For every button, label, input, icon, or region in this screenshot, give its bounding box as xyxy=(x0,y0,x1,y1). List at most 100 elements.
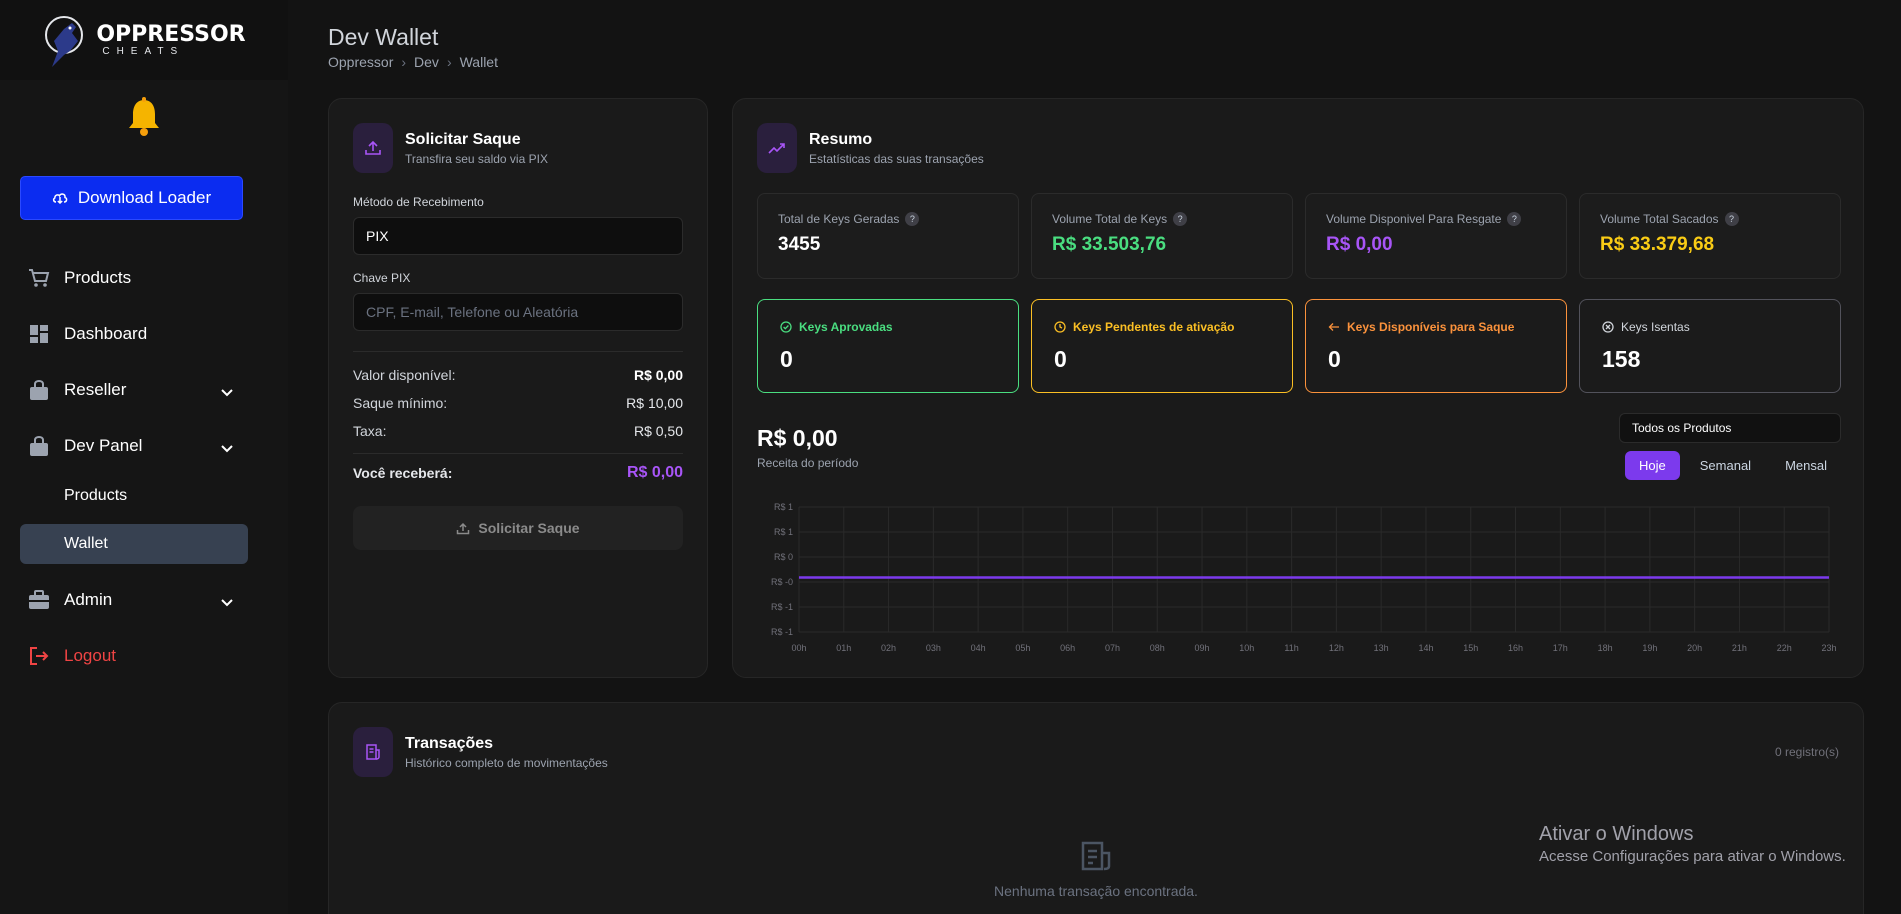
withdraw-title: Solicitar Saque xyxy=(405,130,521,148)
sidebar-item-label: Dev Panel xyxy=(64,436,143,455)
stat-label: Volume Disponivel Para Resgate xyxy=(1326,212,1502,226)
arrow-left-icon xyxy=(1328,323,1339,331)
x-circle-icon xyxy=(1602,321,1614,333)
key-box-label: Keys Isentas xyxy=(1621,320,1690,334)
revenue-chart: R$ 1 R$ 1 R$ 0 R$ -0 R$ -1 R$ -1 00h 01h 02h 03h 0… xyxy=(771,502,1837,653)
y-tick-label: R$ -0 xyxy=(771,577,793,587)
logo[interactable]: OPPRESSOR CHEATS xyxy=(0,0,288,80)
tab-weekly[interactable]: Semanal xyxy=(1699,458,1752,473)
sidebar-item-label: Logout xyxy=(64,646,116,665)
x-tick-label: 01h xyxy=(836,643,851,653)
x-tick-label: 18h xyxy=(1598,643,1613,653)
tab-today[interactable]: Hoje xyxy=(1625,451,1680,480)
dev-panel-submenu: Products Wallet xyxy=(20,476,248,564)
page-title: Dev Wallet xyxy=(328,24,439,50)
sidebar-nav: Products Dashboard Reseller Dev Panel Pr… xyxy=(20,250,248,684)
x-tick-label: 12h xyxy=(1329,643,1344,653)
help-icon[interactable]: ? xyxy=(1507,212,1522,226)
receipt-icon xyxy=(1081,841,1111,871)
sidebar-subitem-wallet[interactable]: Wallet xyxy=(20,524,248,564)
logout-icon xyxy=(28,645,50,667)
sidebar-item-dev-panel[interactable]: Dev Panel xyxy=(20,418,248,474)
withdraw-subtitle: Transfira seu saldo via PIX xyxy=(405,151,548,166)
sidebar-item-label: Reseller xyxy=(64,380,127,399)
sidebar-item-label: Dashboard xyxy=(64,324,148,343)
sidebar-item-logout[interactable]: Logout xyxy=(20,628,248,684)
stat-value: R$ 0,00 xyxy=(1326,234,1393,255)
sidebar-item-dashboard[interactable]: Dashboard xyxy=(20,306,248,362)
fee-row: Taxa: R$ 0,50 xyxy=(353,423,683,439)
transactions-card: Transações Histórico completo de movimen… xyxy=(328,702,1864,914)
revenue-label: Receita do período xyxy=(757,456,859,470)
keys-exempt-box: Keys Isentas 158 xyxy=(1579,299,1841,393)
sidebar-item-products[interactable]: Products xyxy=(20,250,248,306)
product-filter-select[interactable]: Todos os Produtos xyxy=(1619,413,1841,443)
key-box-value: 158 xyxy=(1602,346,1641,372)
breadcrumb-item[interactable]: Dev xyxy=(414,54,439,70)
fee-value: R$ 0,50 xyxy=(633,423,683,439)
breadcrumb-item[interactable]: Oppressor xyxy=(328,54,394,70)
breadcrumb-separator: › xyxy=(446,54,452,70)
x-tick-label: 11h xyxy=(1284,643,1298,653)
method-label: Método de Recebimento xyxy=(353,195,484,209)
stat-volume-available: Volume Disponivel Para Resgate? R$ 0,00 xyxy=(1305,193,1567,279)
bell-icon xyxy=(129,97,159,136)
download-loader-label: Download Loader xyxy=(77,188,212,207)
sidebar: OPPRESSOR CHEATS Download Loader Product… xyxy=(0,0,288,914)
cloud-download-icon xyxy=(52,193,68,205)
keys-available-box: Keys Disponíveis para Saque 0 xyxy=(1305,299,1567,393)
breadcrumb-item: Wallet xyxy=(459,54,498,70)
withdraw-card: Solicitar Saque Transfira seu saldo via … xyxy=(328,98,708,678)
stat-label: Volume Total de Keys xyxy=(1052,212,1168,226)
empty-state: Nenhuma transação encontrada. xyxy=(329,841,1863,899)
breadcrumb: Oppressor › Dev › Wallet xyxy=(328,54,498,70)
min-value: R$ 10,00 xyxy=(626,395,683,411)
x-tick-label: 09h xyxy=(1195,643,1210,653)
x-tick-label: 17h xyxy=(1553,643,1568,653)
keys-pending-box: Keys Pendentes de ativação 0 xyxy=(1031,299,1293,393)
x-tick-label: 15h xyxy=(1463,643,1478,653)
x-tick-label: 22h xyxy=(1777,643,1792,653)
x-tick-label: 21h xyxy=(1732,643,1747,653)
key-box-label: Keys Pendentes de ativação xyxy=(1073,320,1235,334)
help-icon[interactable]: ? xyxy=(905,212,920,226)
sidebar-subitem-products[interactable]: Products xyxy=(64,487,128,504)
breadcrumb-separator: › xyxy=(401,54,407,70)
brand-subtitle: CHEATS xyxy=(102,45,185,57)
dashboard-grid-icon xyxy=(28,323,50,345)
download-loader-button[interactable]: Download Loader xyxy=(20,176,243,220)
x-tick-label: 05h xyxy=(1015,643,1030,653)
x-tick-label: 10h xyxy=(1239,643,1254,653)
raven-logo-icon xyxy=(45,16,84,67)
notification-bell[interactable] xyxy=(0,96,288,144)
method-select[interactable]: PIX xyxy=(353,217,683,255)
available-row: Valor disponível: R$ 0,00 xyxy=(353,367,683,383)
receive-label: Você receberá: xyxy=(353,465,453,481)
help-icon[interactable]: ? xyxy=(1724,212,1739,226)
stat-volume-total: Volume Total de Keys? R$ 33.503,76 xyxy=(1031,193,1293,279)
key-box-value: 0 xyxy=(1054,346,1067,372)
x-tick-label: 23h xyxy=(1821,643,1836,653)
pix-key-label: Chave PIX xyxy=(353,271,411,285)
x-tick-label: 16h xyxy=(1508,643,1523,653)
chevron-down-icon xyxy=(220,592,234,612)
windows-activation-subtitle: Acesse Configurações para ativar o Windo… xyxy=(1539,848,1846,865)
x-tick-label: 14h xyxy=(1418,643,1433,653)
transactions-subtitle: Histórico completo de movimentações xyxy=(405,755,608,770)
help-icon[interactable]: ? xyxy=(1173,212,1188,226)
x-tick-label: 02h xyxy=(881,643,896,653)
x-tick-label: 19h xyxy=(1642,643,1657,653)
sidebar-item-admin[interactable]: Admin xyxy=(20,572,248,628)
available-value: R$ 0,00 xyxy=(633,367,683,383)
pix-key-input[interactable]: CPF, E-mail, Telefone ou Aleatória xyxy=(353,293,683,331)
transactions-count: 0 registro(s) xyxy=(1774,745,1839,759)
sidebar-item-label: Admin xyxy=(64,590,113,609)
stat-value: R$ 33.503,76 xyxy=(1052,234,1167,255)
key-box-label: Keys Disponíveis para Saque xyxy=(1347,320,1515,334)
receipt-icon xyxy=(353,727,393,777)
period-tabs: Hoje Semanal Mensal xyxy=(1625,451,1841,480)
request-withdraw-button[interactable]: Solicitar Saque xyxy=(353,506,683,550)
receive-row: Você receberá: R$ 0,00 xyxy=(353,464,683,482)
tab-monthly[interactable]: Mensal xyxy=(1785,458,1827,473)
sidebar-item-reseller[interactable]: Reseller xyxy=(20,362,248,418)
